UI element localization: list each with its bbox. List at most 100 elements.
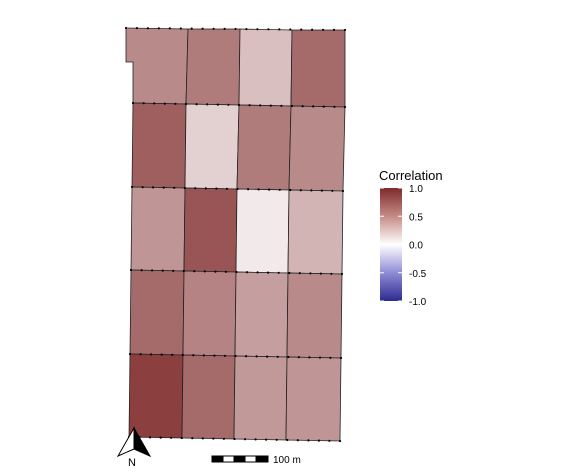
- boundary-dot: [329, 356, 332, 359]
- grid-cell-r2-c1: [131, 102, 187, 189]
- legend: Correlation 1.0 0.5 0.0 -0.5 -1.0: [379, 168, 443, 308]
- boundary-dot: [180, 436, 183, 440]
- boundary-dot: [297, 356, 300, 359]
- boundary-dot: [203, 270, 206, 273]
- boundary-dot: [280, 104, 283, 107]
- legend-tick-label: -0.5: [409, 269, 427, 280]
- legend-tick-label: 0.5: [409, 212, 423, 223]
- boundary-dot: [159, 436, 162, 439]
- boundary-dot: [129, 268, 133, 272]
- boundary-dot: [276, 355, 279, 358]
- boundary-dot: [296, 439, 299, 442]
- boundary-dot: [266, 355, 269, 358]
- boundary-dot: [267, 271, 270, 274]
- boundary-dot: [308, 356, 311, 359]
- boundary-dot: [289, 188, 292, 192]
- boundary-dot: [269, 104, 272, 107]
- scalebar-seg-2: [222, 455, 235, 463]
- boundary-dot: [160, 353, 163, 356]
- legend-ticks: 1.0 0.5 0.0 -0.5 -1.0: [380, 184, 427, 308]
- boundary-dot: [227, 103, 230, 106]
- boundary-dot: [257, 188, 260, 191]
- boundary-dot: [237, 103, 241, 107]
- boundary-dot: [161, 269, 164, 272]
- grid-cell-r4-c4: [286, 272, 343, 359]
- boundary-dot: [212, 27, 215, 30]
- boundary-dot: [214, 270, 217, 273]
- grid-cell-r2-c2: [184, 103, 240, 190]
- boundary-dot: [191, 437, 194, 440]
- grid-cell-r5-c4: [285, 356, 342, 442]
- boundary-dot: [310, 189, 313, 192]
- boundary-dot: [289, 28, 292, 31]
- boundary-dot: [179, 27, 182, 30]
- boundary-dot: [131, 101, 135, 105]
- grid-cell-r3-c3: [235, 188, 290, 274]
- boundary-dot: [254, 438, 257, 441]
- boundary-dot: [256, 28, 259, 31]
- boundary-dot: [168, 27, 171, 30]
- boundary-dot: [194, 187, 197, 190]
- boundary-dot: [318, 356, 321, 359]
- boundary-dot: [247, 188, 250, 191]
- boundary-dot: [201, 437, 204, 440]
- boundary-dot: [235, 270, 238, 274]
- boundary-dot: [151, 269, 154, 272]
- boundary-dot: [234, 354, 237, 358]
- boundary-dot: [213, 354, 216, 357]
- boundary-dot: [183, 186, 186, 190]
- grid-cell-r5-c3: [233, 355, 288, 441]
- boundary-dot: [192, 354, 195, 357]
- boundary-dot: [319, 272, 322, 275]
- boundary-dot: [339, 356, 343, 360]
- boundary-dot: [275, 438, 278, 441]
- boundary-dot: [299, 189, 302, 192]
- boundary-dot: [195, 103, 198, 106]
- boundary-dot: [181, 353, 184, 357]
- boundary-dot: [244, 438, 247, 441]
- boundary-dot: [256, 271, 259, 274]
- boundary-dot: [223, 354, 226, 357]
- boundary-dot: [223, 27, 226, 30]
- boundary-dot: [128, 352, 132, 356]
- boundary-dot: [343, 105, 347, 109]
- boundary-dot: [212, 437, 215, 440]
- grid-cell-r5-c2: [181, 354, 236, 440]
- boundary-dot: [224, 270, 227, 273]
- boundary-dot: [190, 27, 193, 30]
- boundary-dot: [193, 270, 196, 273]
- boundary-dot: [204, 187, 207, 190]
- boundary-dot: [216, 103, 219, 106]
- boundary-dot: [268, 188, 271, 191]
- boundary-dot: [236, 187, 239, 191]
- boundary-dot: [233, 437, 236, 441]
- boundary-dot: [163, 102, 166, 105]
- boundary-dot: [301, 105, 304, 108]
- scalebar-seg-4: [244, 455, 257, 463]
- boundary-dot: [153, 102, 156, 105]
- boundary-dot: [287, 355, 290, 359]
- boundary-dot: [311, 28, 314, 31]
- legend-colorbar: [380, 188, 402, 301]
- boundary-dot: [290, 104, 294, 108]
- boundary-dot: [317, 439, 320, 442]
- boundary-dot: [246, 271, 249, 274]
- boundary-dot: [341, 189, 345, 193]
- boundary-dot: [139, 353, 142, 356]
- grid-cell-r4-c3: [234, 271, 289, 358]
- grid-cell-r1-c1: [125, 27, 189, 105]
- boundary-dot: [149, 436, 152, 439]
- boundary-dot: [331, 189, 334, 192]
- boundary-dot: [298, 272, 301, 275]
- boundary-dot: [170, 436, 173, 439]
- boundary-dot: [182, 269, 185, 273]
- legend-tick-label: 0.0: [409, 241, 423, 252]
- boundary-dot: [215, 187, 218, 190]
- boundary-dot: [152, 186, 155, 189]
- boundary-dot: [300, 28, 303, 31]
- boundary-dot: [172, 269, 175, 272]
- grid-cells: [125, 27, 346, 442]
- grid-cell-r1-c2: [185, 28, 241, 106]
- boundary-dot: [171, 353, 174, 356]
- grid-cell-r2-c3: [236, 104, 292, 191]
